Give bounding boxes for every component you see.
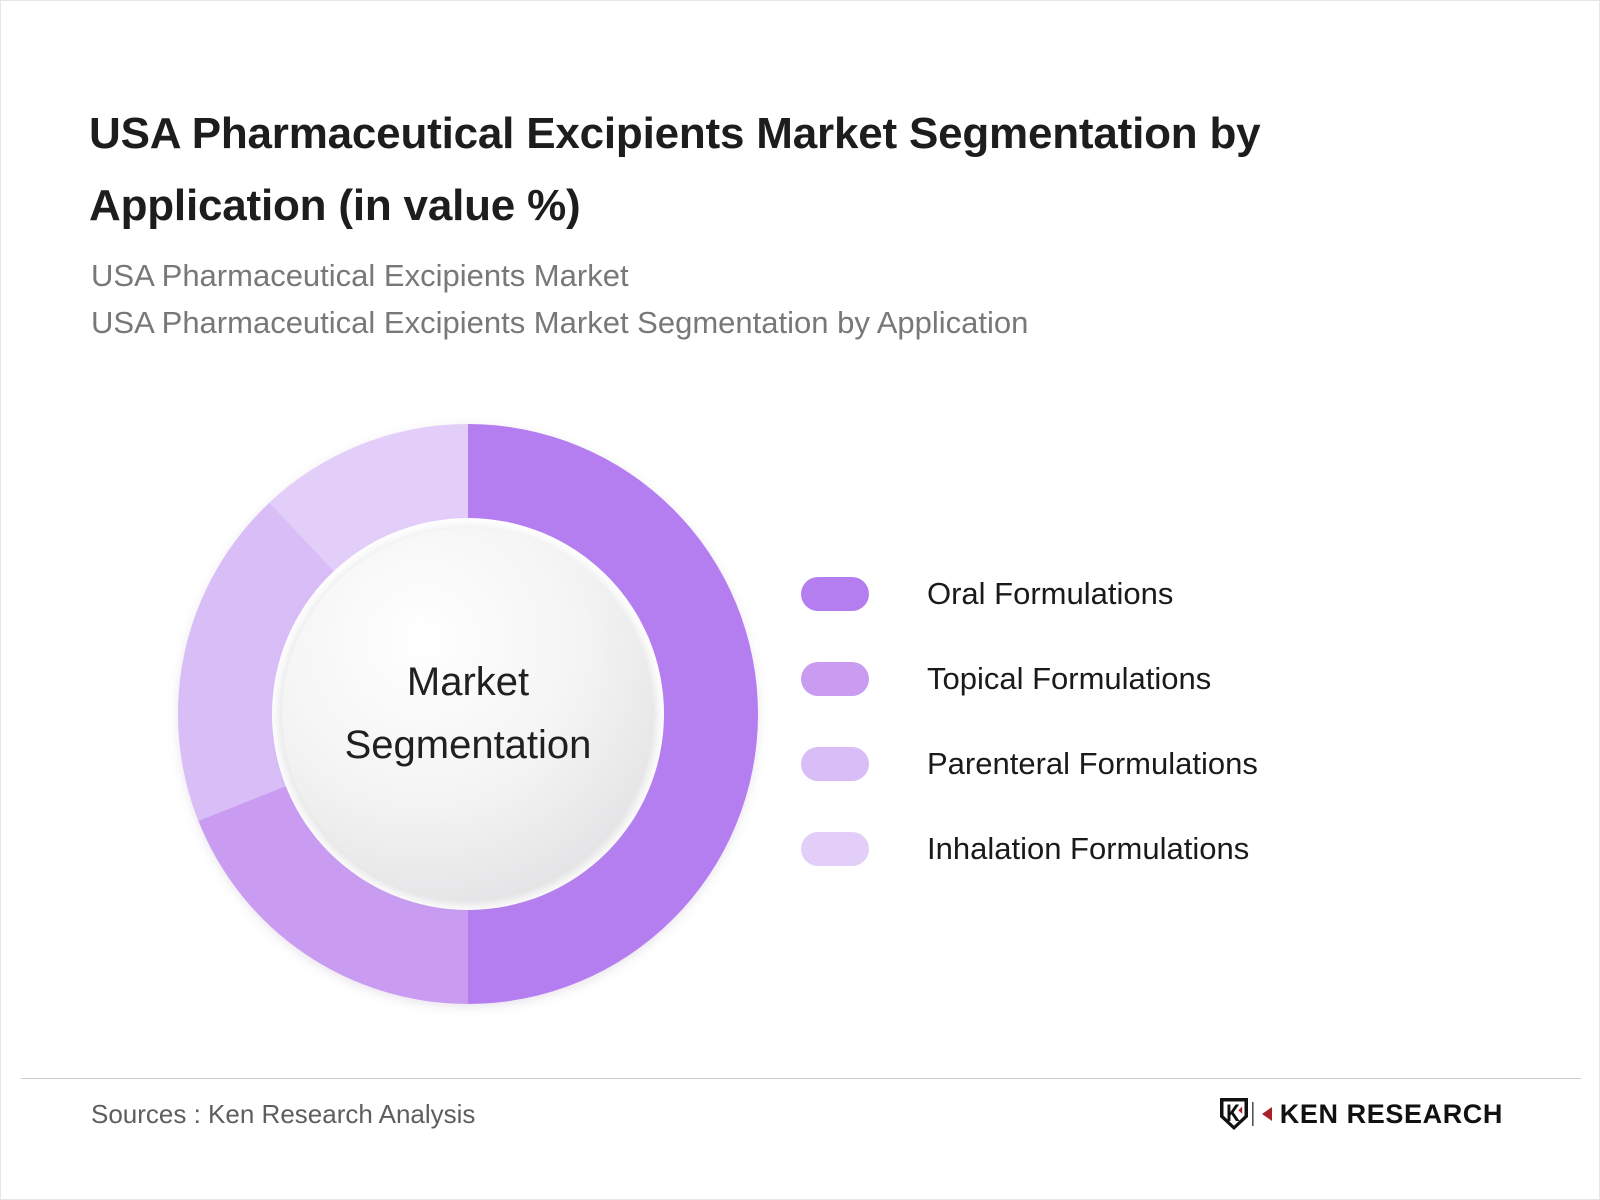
subtitle-line-2: USA Pharmaceutical Excipients Market Seg… [91,304,1029,340]
chart-subtitle: USA Pharmaceutical Excipients Market USA… [91,253,1431,346]
subtitle-line-1: USA Pharmaceutical Excipients Market [91,258,629,293]
donut-hub [282,528,654,900]
donut-chart-svg [177,424,758,1004]
legend-item[interactable]: Oral Formulations [801,551,1421,636]
legend-swatch [801,746,869,781]
legend-label: Inhalation Formulations [927,830,1250,866]
logo-divider-bar [1251,1102,1254,1126]
logo-red-arrow-icon [1261,1107,1272,1121]
ken-research-shield-icon [1219,1098,1248,1130]
legend-label: Topical Formulations [927,660,1212,696]
legend-item[interactable]: Topical Formulations [801,636,1421,721]
logo-wordmark: KEN RESEARCH [1279,1098,1503,1129]
legend-label: Oral Formulations [927,575,1174,611]
page-title: USA Pharmaceutical Excipients Market Seg… [89,109,1261,230]
ken-research-logo: KEN RESEARCH [1219,1097,1503,1131]
donut-chart [177,424,758,1004]
legend-swatch [801,661,869,696]
legend-label: Parenteral Formulations [927,745,1258,781]
chart-legend: Oral Formulations Topical Formulations Par… [801,551,1421,891]
chart-area: Market Segmentation Oral Formulations Top… [1,391,1600,1051]
sources-text: Sources : Ken Research Analysis [91,1099,476,1129]
legend-swatch [801,576,869,611]
footer-divider [21,1078,1581,1079]
legend-item[interactable]: Parenteral Formulations [801,721,1421,806]
legend-swatch [801,831,869,866]
legend-item[interactable]: Inhalation Formulations [801,806,1421,891]
